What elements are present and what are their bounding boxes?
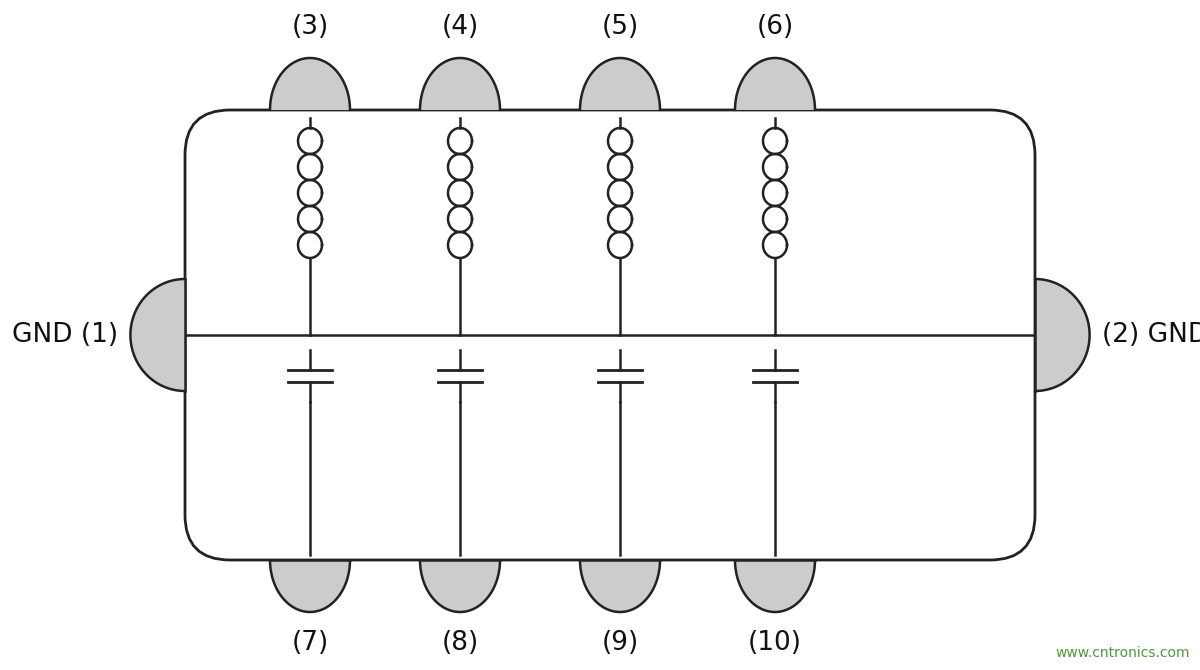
Polygon shape [270, 58, 350, 110]
Text: (6): (6) [756, 14, 793, 40]
Polygon shape [580, 560, 660, 612]
FancyBboxPatch shape [185, 110, 1034, 560]
Bar [328, 270, 482, 440]
Polygon shape [1034, 279, 1090, 391]
Polygon shape [420, 58, 500, 110]
Text: GND (1): GND (1) [12, 322, 119, 348]
Text: (2) GND: (2) GND [1102, 322, 1200, 348]
Text: www.cntronics.com: www.cntronics.com [1056, 646, 1190, 660]
Polygon shape [420, 560, 500, 612]
Text: (4): (4) [442, 14, 479, 40]
Text: (10): (10) [748, 630, 802, 656]
Text: (8): (8) [442, 630, 479, 656]
Polygon shape [734, 560, 815, 612]
Polygon shape [131, 279, 185, 391]
Text: (3): (3) [292, 14, 329, 40]
Text: (9): (9) [601, 630, 638, 656]
Text: (7): (7) [292, 630, 329, 656]
Text: (5): (5) [601, 14, 638, 40]
Polygon shape [270, 560, 350, 612]
Polygon shape [734, 58, 815, 110]
Polygon shape [580, 58, 660, 110]
